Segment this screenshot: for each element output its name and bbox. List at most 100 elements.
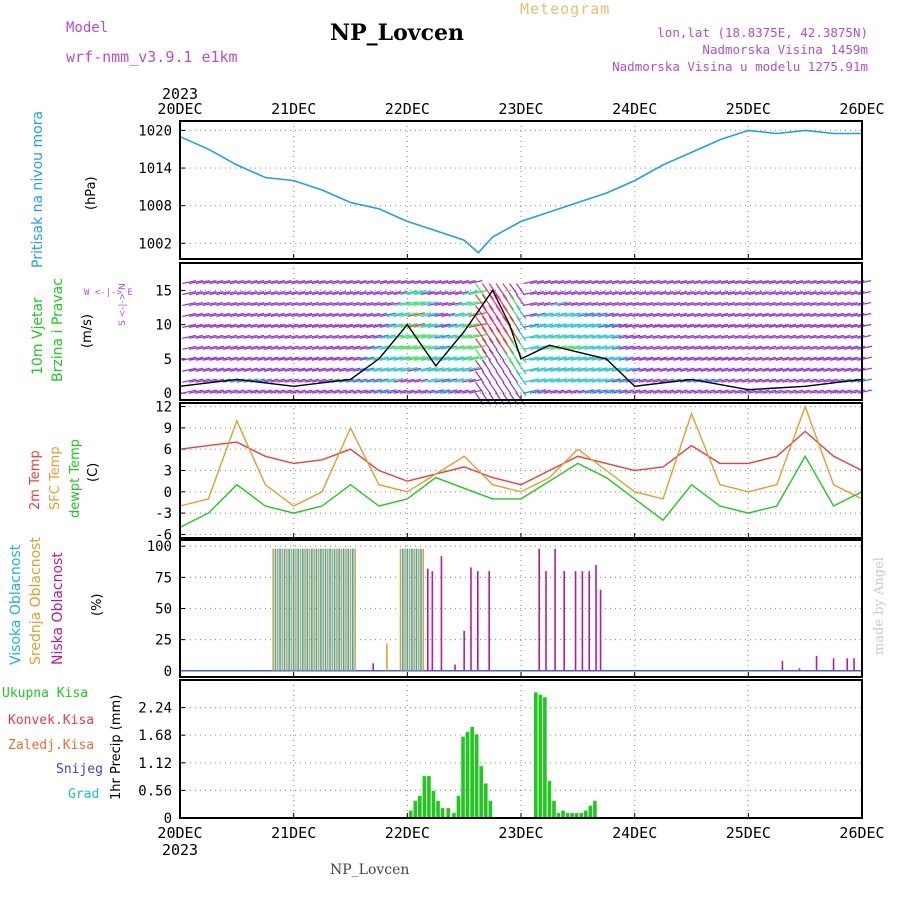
wind-arrow <box>502 327 515 344</box>
wind-arrow <box>427 280 442 285</box>
wind-arrow <box>407 280 422 285</box>
wind-arrow <box>543 301 558 307</box>
wind-arrow <box>332 312 347 318</box>
wind-arrow <box>632 312 647 318</box>
wind-arrow <box>680 345 695 350</box>
wind-arrow <box>598 367 615 372</box>
wind-arrow <box>277 389 293 394</box>
wind-arrow <box>857 280 872 285</box>
wind-arrow <box>809 280 824 285</box>
wind-arrow <box>836 323 851 328</box>
wind-arrow <box>720 367 736 372</box>
wind-arrow <box>304 356 320 361</box>
wind-arrow <box>373 367 389 372</box>
wind-arrow <box>782 356 797 361</box>
wind-arrow <box>352 356 368 361</box>
wind-arrow <box>802 378 818 383</box>
wind-arrow <box>823 345 838 350</box>
wind-arrow <box>407 301 426 307</box>
wind-arrow <box>188 280 203 285</box>
wind-arrow <box>836 312 851 318</box>
wind-arrow <box>475 370 485 384</box>
wind-arrow <box>318 356 334 361</box>
wind-arrow <box>318 280 333 285</box>
wind-arrow <box>407 312 426 318</box>
wind-arrow <box>373 291 388 296</box>
wind-arrow <box>318 389 334 394</box>
wind-arrow <box>250 312 265 318</box>
wind-arrow <box>339 280 353 285</box>
precip-bar <box>556 813 561 818</box>
wind-arrow <box>359 345 375 350</box>
wind-arrow <box>209 323 224 328</box>
wind-arrow <box>468 389 483 394</box>
wind-arrow <box>666 301 681 307</box>
wind-arrow <box>243 301 258 307</box>
wind-arrow <box>223 334 238 339</box>
wind-arrow <box>734 334 749 339</box>
wind-arrow <box>686 323 701 328</box>
wind-arrow <box>673 334 688 339</box>
wind-arrow <box>441 367 458 372</box>
wind-arrow <box>325 301 340 307</box>
y-tick-label: 2.24 <box>138 701 172 717</box>
wind-arrow <box>529 301 544 307</box>
wind-arrow <box>714 345 729 350</box>
wind-arrow <box>686 378 702 383</box>
wind-arrow <box>693 356 709 361</box>
wind-arrow <box>666 356 681 361</box>
wind-arrow <box>645 356 661 361</box>
wind-arrow <box>680 356 695 361</box>
wind-arrow <box>625 334 641 339</box>
wind-arrow <box>386 345 404 350</box>
wind-arrow <box>209 291 224 296</box>
wind-arrow <box>216 334 231 339</box>
wind-arrow <box>461 356 480 361</box>
wind-arrow <box>707 356 722 361</box>
wind-arrow <box>618 334 634 339</box>
wind-arrow <box>761 291 776 296</box>
precip-bar <box>456 795 461 818</box>
wind-arrow <box>802 389 818 394</box>
wind-arrow <box>611 323 628 328</box>
wind-arrow <box>536 301 551 307</box>
wind-arrow <box>414 312 432 318</box>
wind-arrow <box>488 348 498 362</box>
precip-bar <box>427 776 431 818</box>
wind-arrow <box>639 334 654 339</box>
wind-arrow <box>727 280 742 285</box>
wind-arrow <box>448 378 465 383</box>
wind-arrow <box>448 356 465 361</box>
wind-arrow <box>291 378 306 383</box>
wind-arrow <box>427 367 444 372</box>
wind-arrow <box>720 280 735 285</box>
wind-arrow <box>434 280 449 285</box>
wind-arrow <box>414 378 428 383</box>
wind-arrow <box>843 389 859 394</box>
wind-arrow <box>461 290 480 296</box>
wind-arrow <box>543 356 561 361</box>
bottom-time-tick-label: 21DEC <box>271 824 316 842</box>
wind-arrow <box>652 389 668 394</box>
wind-arrow <box>448 301 463 307</box>
wind-arrow <box>645 334 660 339</box>
wind-arrow <box>379 291 394 296</box>
wind-arrow <box>195 301 210 307</box>
wind-arrow <box>570 312 588 318</box>
wind-arrow <box>564 301 579 307</box>
wind-arrow <box>188 291 203 296</box>
wind-arrow <box>216 389 231 394</box>
wind-arrow <box>775 389 790 394</box>
wind-arrow <box>434 345 451 350</box>
wind-arrow <box>700 323 715 328</box>
wind-arrow <box>488 338 498 351</box>
top-time-tick-label: 22DEC <box>385 100 430 118</box>
wind-arrow <box>789 367 804 372</box>
wind-arrow <box>830 312 844 318</box>
wind-arrow <box>789 291 804 296</box>
wind-arrow <box>352 301 367 307</box>
wind-arrow <box>652 280 667 285</box>
wind-arrow <box>720 389 736 394</box>
wind-arrow <box>379 334 396 339</box>
wind-arrow <box>611 345 628 350</box>
